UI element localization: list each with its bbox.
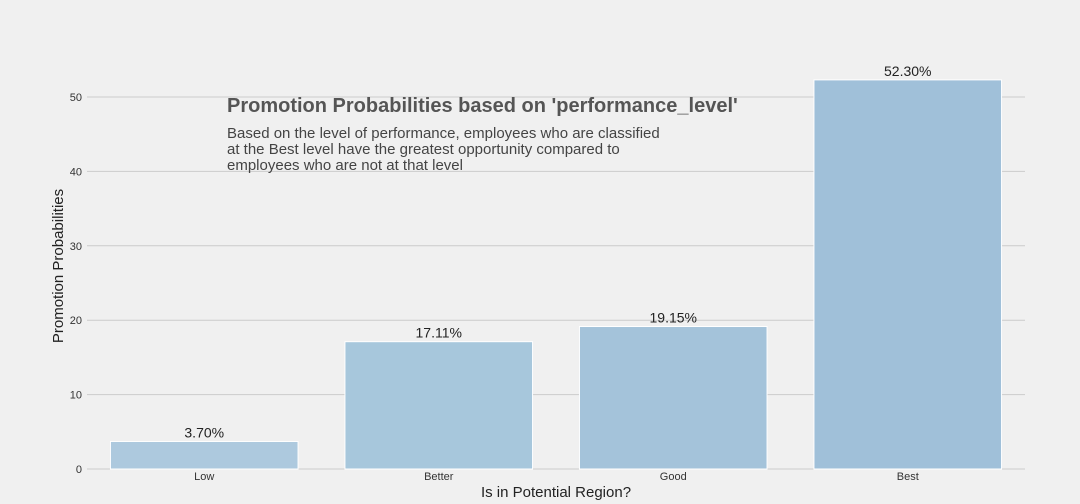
x-tick-labels: Low Better Good Best	[194, 471, 919, 483]
bars	[109, 79, 1003, 470]
y-tick-label-0: 0	[76, 464, 82, 476]
data-label-best: 52.30%	[884, 63, 931, 79]
x-tick-label-better: Better	[424, 471, 454, 483]
y-tick-label-40: 40	[70, 166, 82, 178]
data-label-good: 19.15%	[650, 310, 697, 326]
x-tick-label-good: Good	[660, 471, 687, 483]
chart-subtitle-line-1: Based on the level of performance, emplo…	[227, 125, 660, 142]
x-axis-label: Is in Potential Region?	[481, 484, 631, 501]
x-tick-label-best: Best	[897, 471, 919, 483]
x-tick-label-low: Low	[194, 471, 214, 483]
data-label-better: 17.11%	[416, 325, 462, 341]
y-tick-label-50: 50	[70, 92, 82, 104]
bar-best	[813, 79, 1003, 470]
y-tick-labels: 0 10 20 30 40 50	[70, 92, 82, 476]
y-tick-label-30: 30	[70, 241, 82, 253]
y-tick-label-20: 20	[70, 315, 82, 327]
bar-good	[578, 326, 768, 470]
data-labels: 3.70% 17.11% 19.15% 52.30%	[184, 63, 931, 441]
bar-low	[109, 440, 299, 470]
chart-subtitle-line-3: employees who are not at that level	[227, 157, 463, 174]
chart-subtitle-line-2: at the Best level have the greatest oppo…	[227, 141, 620, 158]
data-label-low: 3.70%	[184, 424, 224, 440]
y-tick-label-10: 10	[70, 390, 82, 402]
y-axis-label: Promotion Probabilities	[50, 189, 67, 343]
chart-title: Promotion Probabilities based on 'perfor…	[227, 95, 738, 117]
bar-better	[344, 341, 534, 470]
